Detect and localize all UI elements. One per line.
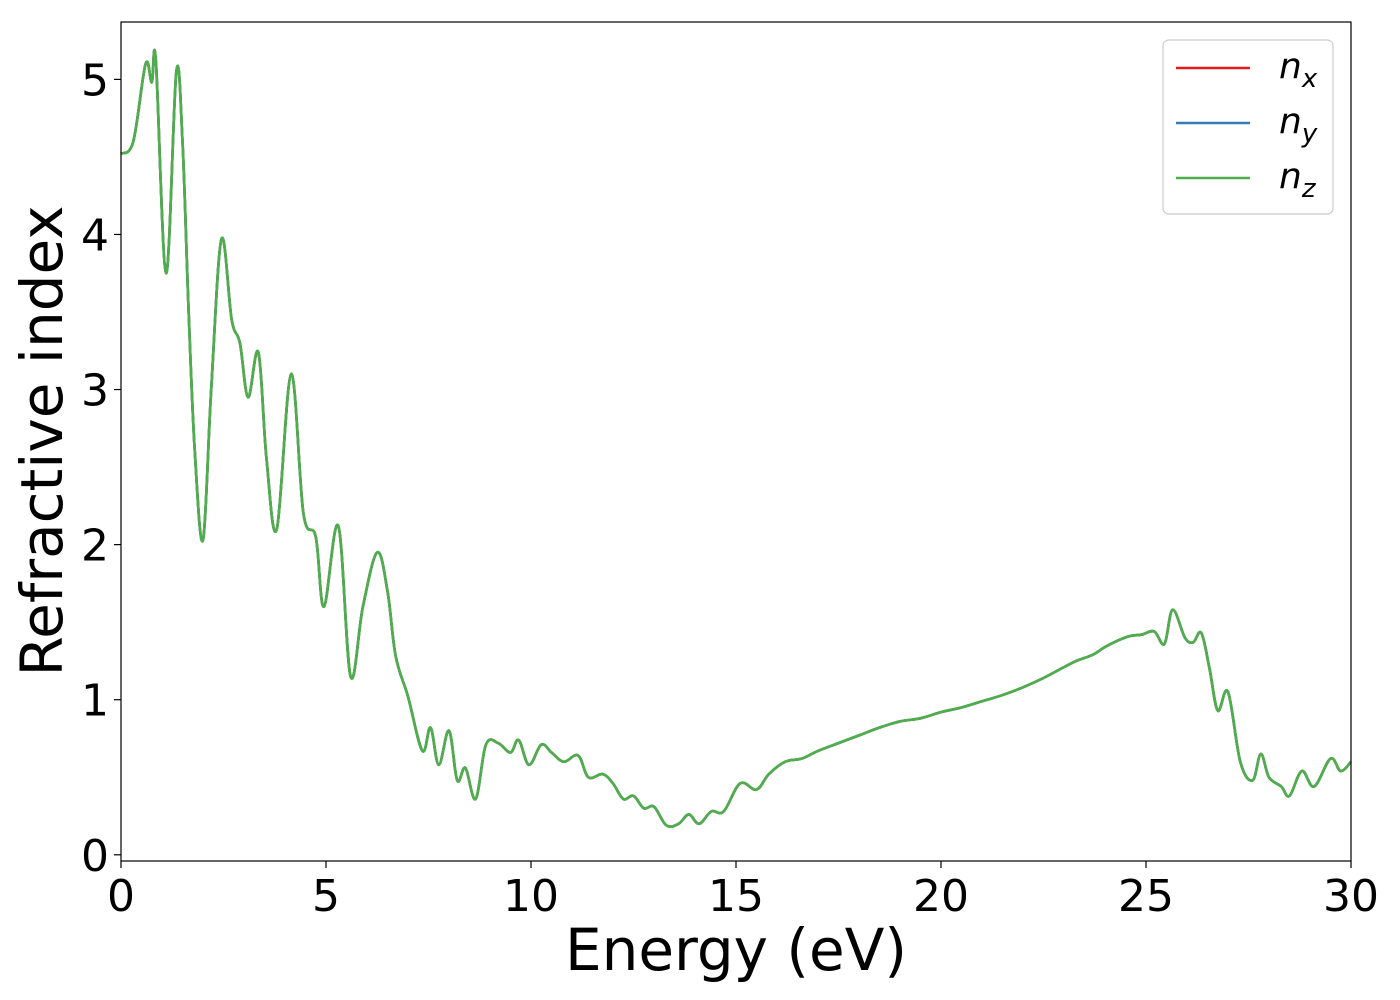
legend-label-ny: ny: [1279, 101, 1318, 149]
x-tick-label: 5: [312, 871, 340, 922]
legend-label-subscript: z: [1301, 174, 1317, 204]
y-tick-label: 3: [81, 366, 109, 417]
y-tick-label: 5: [81, 55, 109, 106]
x-tick-label: 15: [708, 871, 764, 922]
y-tick-label: 1: [81, 676, 109, 727]
legend-label-nz: nz: [1279, 156, 1317, 204]
legend-box: [1162, 39, 1334, 215]
series-line-n-z: [120, 48, 1352, 828]
x-axis-title: Energy (eV): [565, 916, 907, 984]
x-tick-label: 30: [1323, 871, 1379, 922]
y-tick-label: 2: [81, 521, 109, 572]
x-tick-label: 20: [913, 871, 969, 922]
x-tick-label: 10: [503, 871, 559, 922]
y-tick-label: 4: [81, 210, 109, 261]
legend-label-base: n: [1279, 101, 1302, 142]
x-tick-label: 25: [1118, 871, 1174, 922]
x-tick-label: 0: [107, 871, 135, 922]
legend-label-nx: nx: [1279, 46, 1318, 94]
y-tick-label: 0: [81, 831, 109, 882]
legend-label-subscript: y: [1301, 119, 1318, 149]
y-axis: 0 1 2 3 4 5: [81, 55, 121, 882]
legend-label-base: n: [1279, 46, 1302, 87]
series-layer: [120, 48, 1352, 828]
legend-label-subscript: x: [1301, 64, 1318, 94]
legend-label-base: n: [1279, 156, 1302, 197]
x-axis: 0 5 10 15 20 25 30: [107, 861, 1379, 922]
y-axis-title: Refractive index: [8, 205, 76, 676]
